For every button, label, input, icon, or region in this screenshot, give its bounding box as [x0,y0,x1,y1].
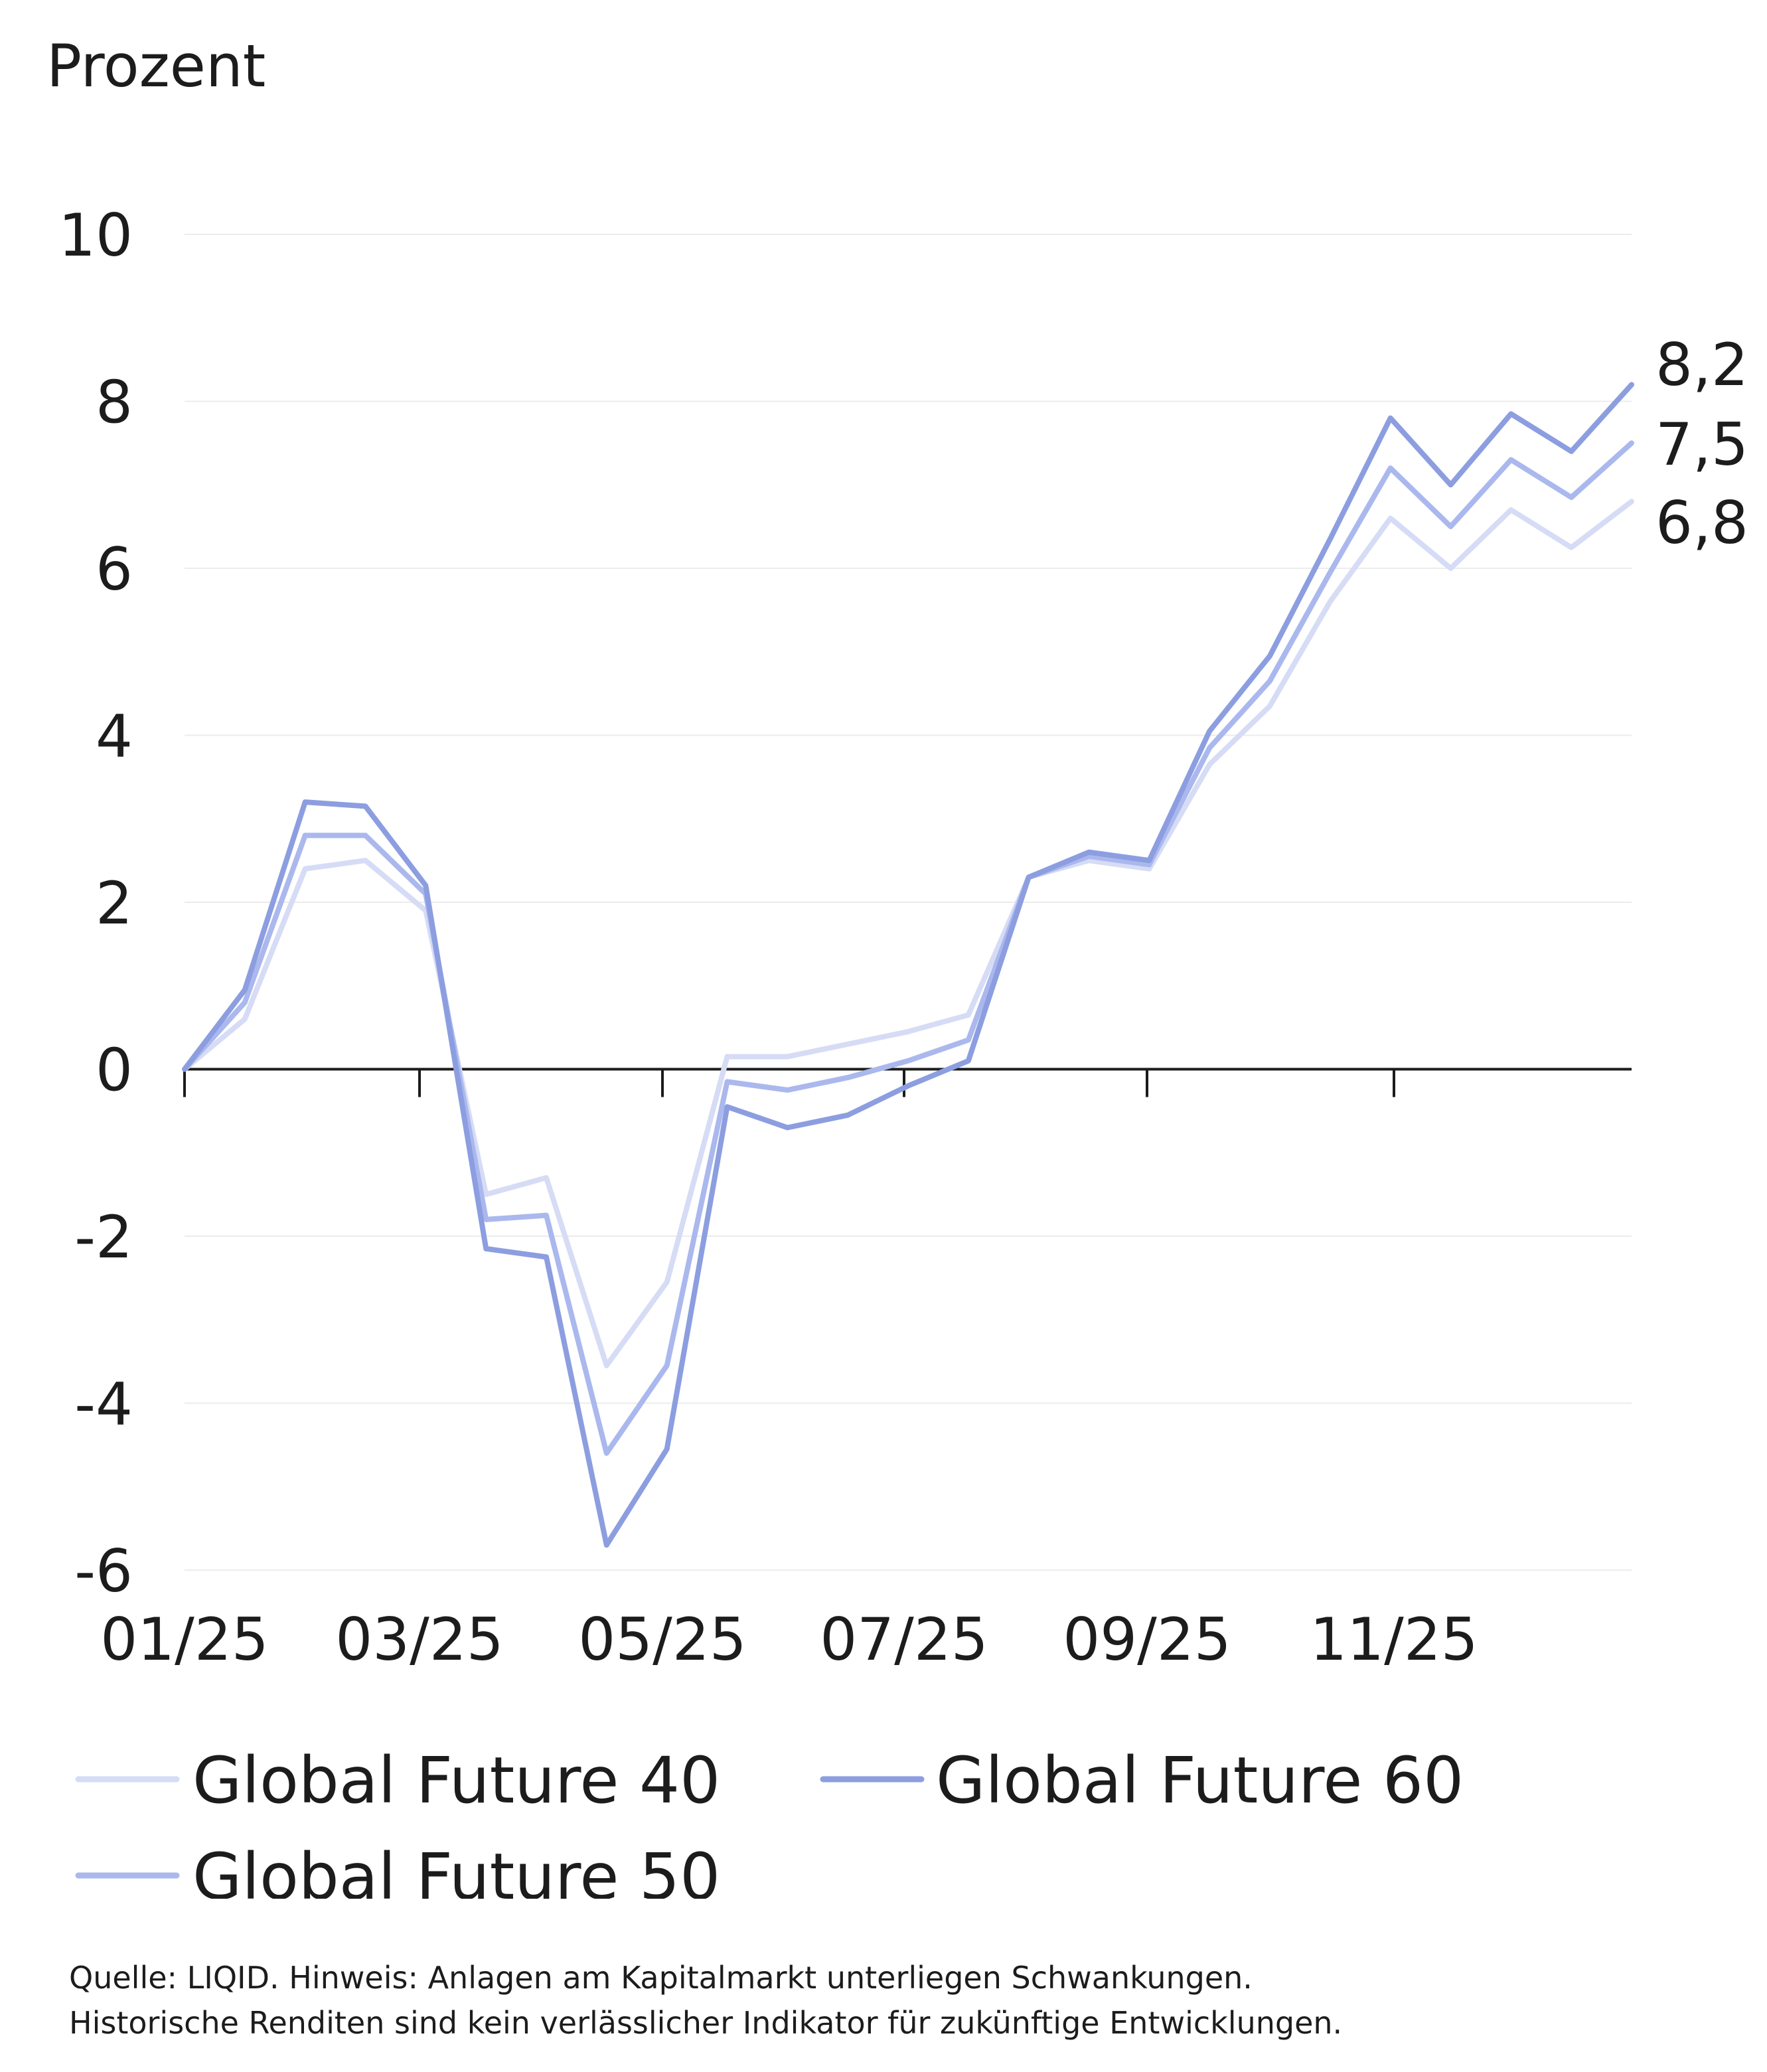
y-tick-label: 6 [96,535,133,603]
y-tick-label: -2 [74,1203,133,1271]
y-tick-label: -6 [74,1537,133,1605]
x-tick-label: 11/25 [1310,1605,1478,1674]
legend-label: Global Future 40 [192,1743,720,1818]
source-line-1: Quelle: LIQID. Hinweis: Anlagen am Kapit… [69,1960,1253,1996]
legend-item: Global Future 40 [75,1743,720,1818]
series-line-global-future-60 [182,382,1634,1548]
x-tick-label: 03/25 [335,1605,504,1674]
legend-item: Global Future 50 [75,1840,720,1899]
line-chart: Prozent 10 8 6 4 2 0 -2 -4 -6 01/25 03/25 05/25 07/… [46,32,1748,1899]
x-axis-ticks: 01/25 03/25 05/25 07/25 09/25 11/25 [100,1605,1478,1674]
legend-label: Global Future 60 [936,1743,1464,1818]
y-tick-label: -4 [74,1370,133,1439]
series-lines [182,382,1634,1548]
legend-item: Global Future 60 [820,1743,1464,1818]
end-value-labels: 6,8 8,2 7,5 [1655,331,1748,557]
y-axis-ticks: 10 8 6 4 2 0 -2 -4 -6 [58,201,133,1605]
source-note: Quelle: LIQID. Hinweis: Anlagen am Kapit… [69,1955,1729,2045]
y-tick-label: 0 [96,1036,133,1105]
x-tick-label: 09/25 [1063,1605,1231,1674]
y-tick-label: 8 [96,368,133,437]
x-tick-label: 05/25 [578,1605,747,1674]
y-tick-label: 4 [96,702,133,771]
series-line-global-future-40 [182,499,1634,1368]
legend: Global Future 40 Global Future 60 Global F… [75,1743,1464,1899]
end-value-label: 7,5 [1655,410,1748,479]
end-value-label: 6,8 [1655,489,1748,557]
y-tick-label: 2 [96,869,133,937]
end-value-label: 8,2 [1655,331,1748,399]
source-line-2: Historische Renditen sind kein verlässli… [69,2005,1343,2041]
y-unit-label: Prozent [46,32,266,100]
y-tick-label: 10 [58,201,133,270]
x-axis [183,1068,1632,1097]
grid-lines [185,234,1632,1571]
legend-label: Global Future 50 [192,1840,720,1899]
x-tick-label: 01/25 [100,1605,269,1674]
x-tick-label: 07/25 [820,1605,988,1674]
series-line-global-future-50 [182,440,1634,1456]
